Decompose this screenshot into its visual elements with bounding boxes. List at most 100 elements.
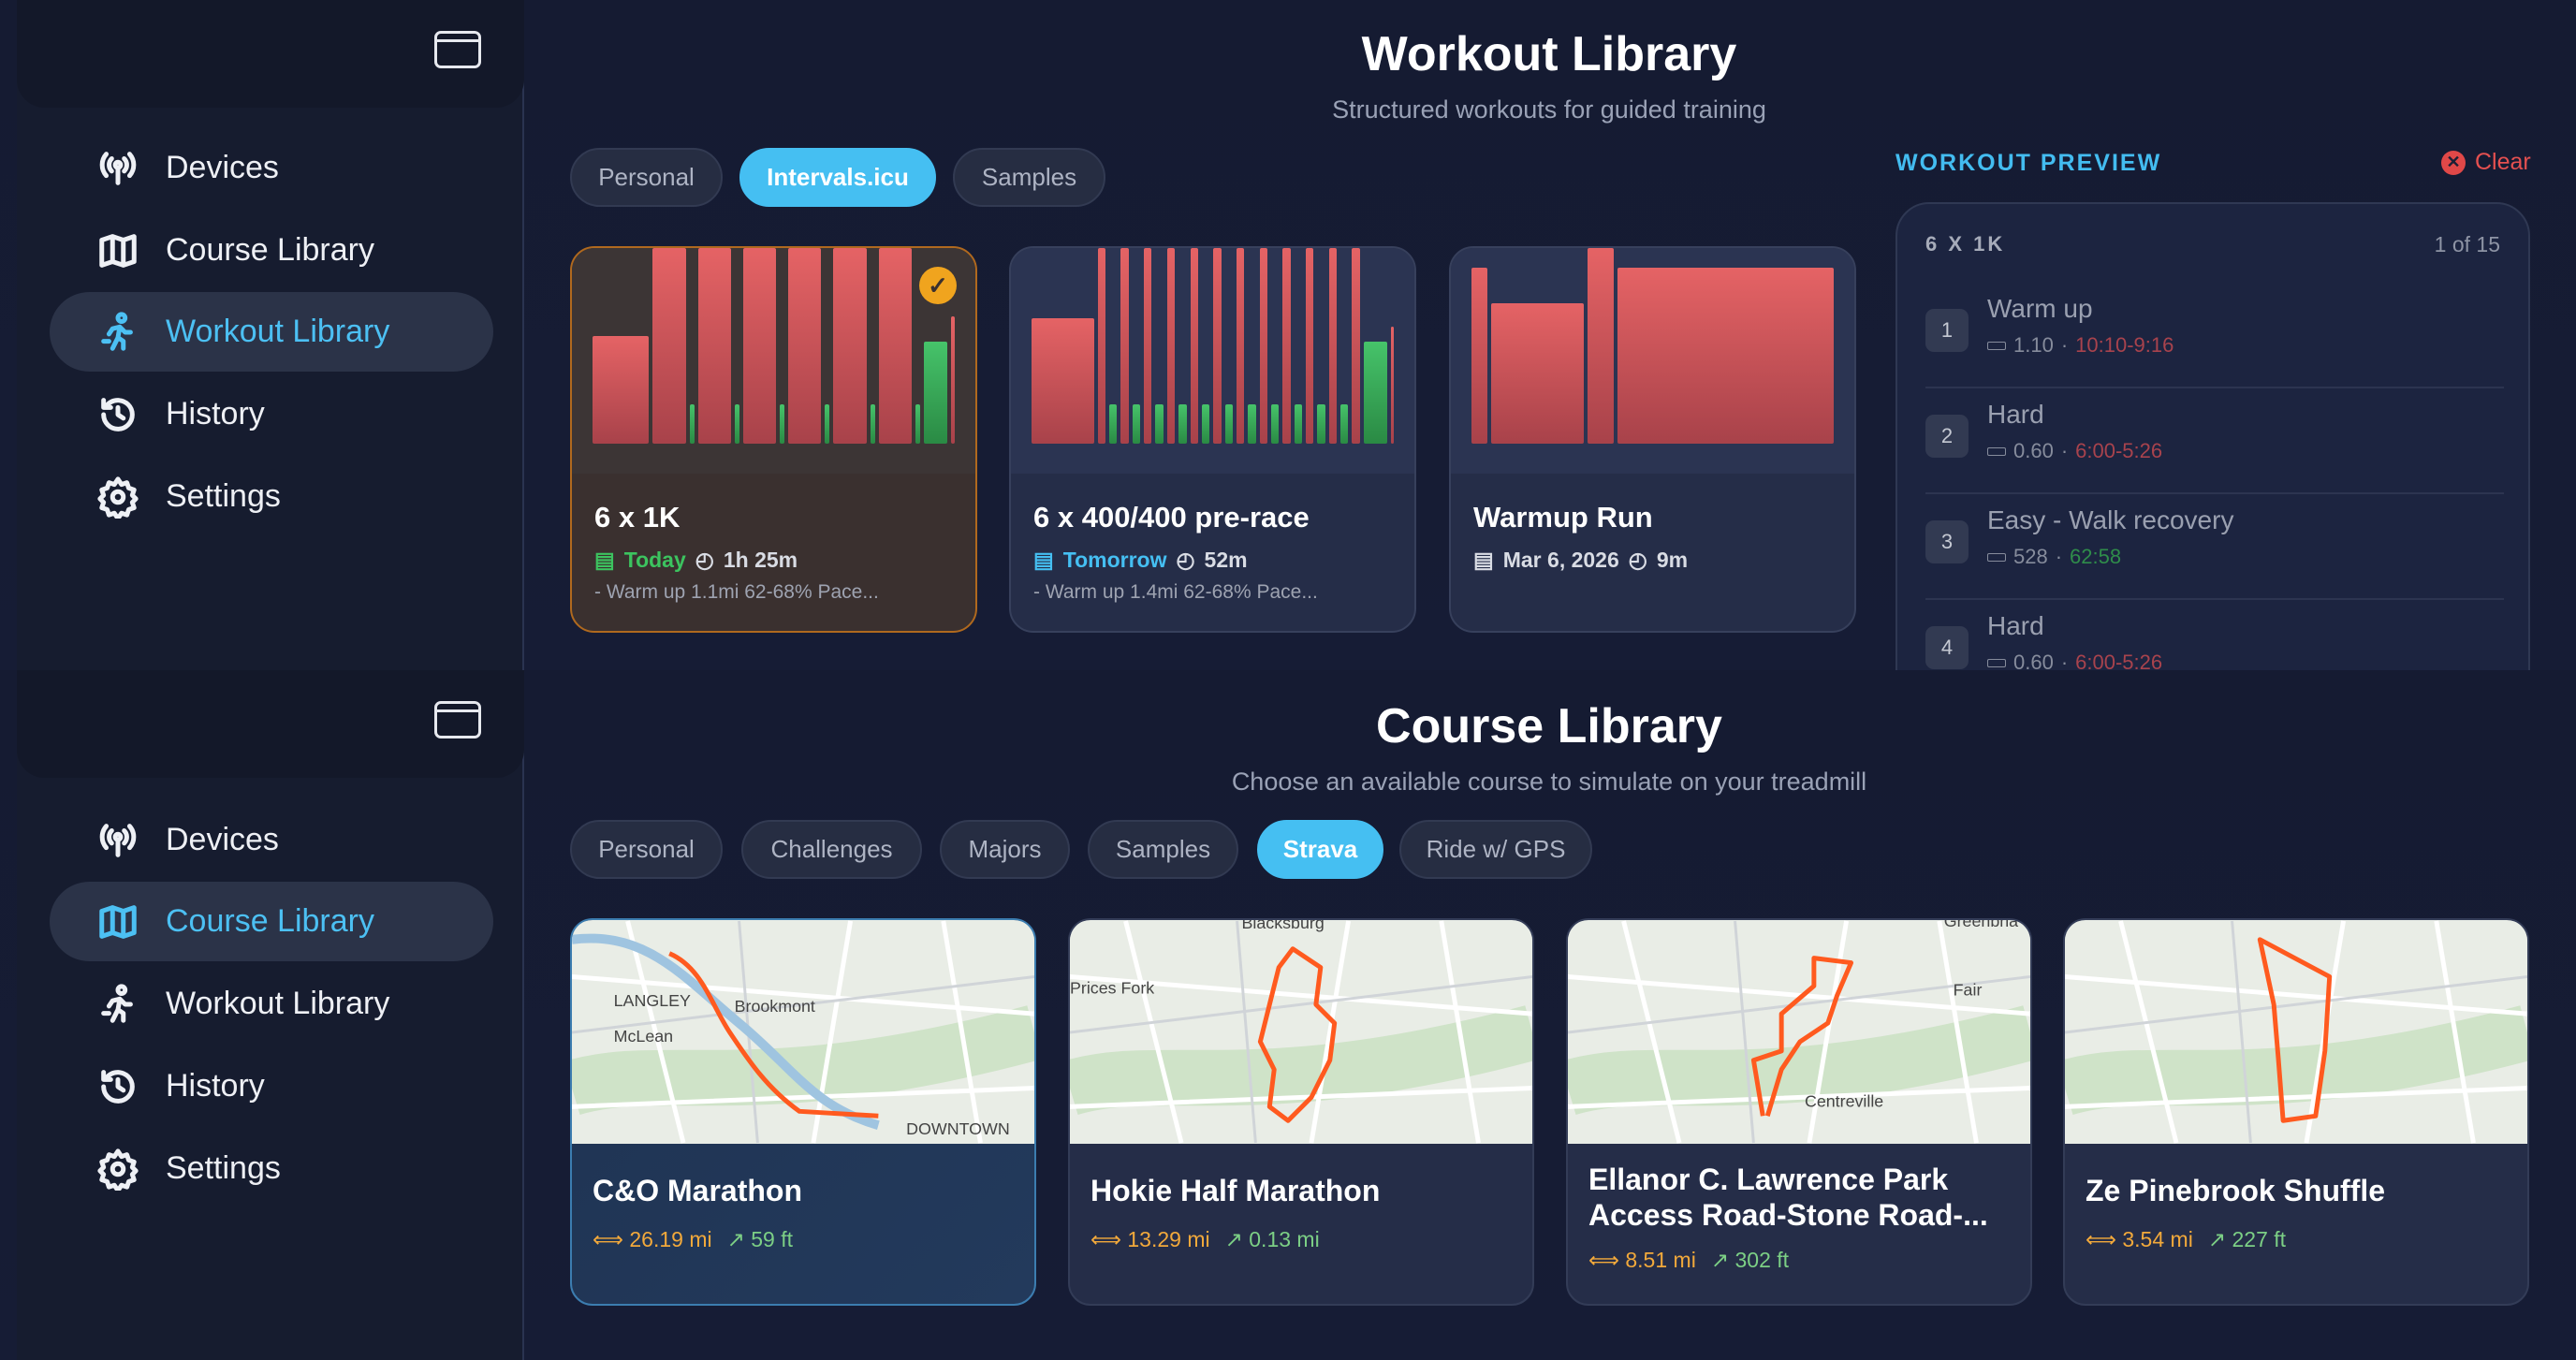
sidebar-item-course-library[interactable]: Course Library	[50, 882, 493, 961]
antenna-icon	[99, 823, 137, 857]
workout-date: Mar 6, 2026	[1502, 548, 1619, 572]
tab-challenges[interactable]: Challenges	[741, 820, 922, 879]
workout-segment-bar	[1587, 248, 1614, 444]
page-title: Course Library	[1376, 699, 1722, 753]
workout-description: - Warm up 1.1mi 62-68% Pace...	[594, 581, 879, 603]
route-map: LANGLEY Brookmont McLean DOWNTOWN	[572, 920, 1034, 1144]
workout-segment-bar	[1166, 248, 1176, 444]
course-elevation: 59 ft	[751, 1227, 794, 1251]
step-number: 1	[1925, 309, 1969, 352]
workout-segment-bar	[1617, 267, 1834, 444]
workout-segment-bar	[697, 248, 731, 444]
tab-personal[interactable]: Personal	[570, 148, 723, 207]
distance-icon: ⟺	[593, 1227, 630, 1251]
sidebar-item-settings[interactable]: Settings	[50, 1129, 493, 1208]
workout-segment-bar	[1390, 326, 1395, 444]
step-distance: 0.60	[2013, 439, 2054, 462]
tab-intervals-icu[interactable]: Intervals.icu	[739, 148, 936, 207]
map-label: LANGLEY	[614, 991, 691, 1010]
clock-icon: ◴	[1176, 548, 1195, 572]
sidebar-item-history[interactable]: History	[50, 1046, 493, 1126]
sidebar-item-workout-library[interactable]: Workout Library	[50, 964, 493, 1044]
step-number: 3	[1925, 520, 1969, 563]
separator-dot: ·	[2060, 333, 2069, 357]
workout-step[interactable]: 3 Easy - Walk recovery 528 · 62:58	[1925, 494, 2504, 600]
workout-segment-bar	[780, 404, 785, 444]
map-label: DOWNTOWN	[906, 1119, 1010, 1138]
course-card[interactable]: Blacksburg Prices Fork Hokie Half Maratho…	[1068, 918, 1534, 1306]
sidebar-item-course-library[interactable]: Course Library	[50, 211, 493, 290]
calendar-icon: ▤	[1033, 548, 1054, 572]
step-name: Hard	[1987, 400, 2044, 429]
workout-title: Warmup Run	[1473, 501, 1653, 534]
workout-segment-bar	[1317, 404, 1325, 444]
workout-title: 6 x 400/400 pre-race	[1033, 501, 1310, 534]
distance-icon: ⟺	[1090, 1227, 1128, 1251]
course-title: Ze Pinebrook Shuffle	[2086, 1174, 2386, 1207]
workout-step[interactable]: 2 Hard 0.60 · 6:00-5:26	[1925, 388, 2504, 494]
route-line	[668, 951, 879, 1119]
map-label: Greenbria	[1944, 920, 2018, 930]
sidebar-item-label: Devices	[166, 822, 279, 857]
workout-duration: 52m	[1204, 548, 1248, 572]
tab-strava[interactable]: Strava	[1257, 820, 1383, 879]
workout-step[interactable]: 4 Hard 0.60 · 6:00-5:26	[1925, 600, 2504, 670]
page-subtitle: Structured workouts for guided training	[1332, 95, 1766, 124]
workout-description: - Warm up 1.4mi 62-68% Pace...	[1033, 581, 1318, 603]
workout-card[interactable]: 6 x 400/400 pre-race ▤ Tomorrow ◴ 52m - War…	[1009, 246, 1416, 633]
sidebar-toggle-icon[interactable]	[434, 31, 481, 68]
tab-samples[interactable]: Samples	[953, 148, 1105, 207]
step-distance: 1.10	[2013, 333, 2054, 357]
workout-segment-bar	[870, 404, 875, 444]
tab-majors[interactable]: Majors	[940, 820, 1070, 879]
workout-segment-bar	[1120, 248, 1129, 444]
workout-date: Today	[623, 548, 686, 572]
workout-segment-bar	[1328, 248, 1337, 444]
course-card[interactable]: Centreville Fair Greenbria Ellanor C. Lawr…	[1566, 918, 2032, 1306]
clock-icon: ◴	[1628, 548, 1647, 572]
workout-card[interactable]: Warmup Run ▤ Mar 6, 2026 ◴ 9m	[1449, 246, 1856, 633]
workout-step[interactable]: 1 Warm up 1.10 · 10:10-9:16	[1925, 283, 2504, 388]
course-title: C&O Marathon	[593, 1174, 802, 1207]
sidebar-item-workout-library[interactable]: Workout Library	[50, 292, 493, 372]
history-icon	[101, 397, 135, 431]
sidebar-item-devices[interactable]: Devices	[50, 128, 493, 208]
workout-segment-bar	[1352, 248, 1360, 444]
workout-segment-bar	[1282, 248, 1291, 444]
sidebar-item-settings[interactable]: Settings	[50, 457, 493, 536]
runner-icon	[101, 311, 133, 351]
elevation-icon: ↗	[1224, 1227, 1250, 1251]
sidebar-header	[17, 670, 524, 778]
gear-icon	[97, 1148, 139, 1191]
map-icon	[99, 904, 137, 939]
workout-segment-bar	[1248, 404, 1256, 444]
sidebar: Devices Course Library Workout Library H…	[17, 0, 524, 670]
workout-segment-bar	[1109, 404, 1118, 444]
ruler-icon	[1987, 341, 2006, 350]
page-title: Workout Library	[1361, 27, 1737, 81]
map-label: Fair	[1954, 980, 1983, 999]
sidebar-item-history[interactable]: History	[50, 374, 493, 454]
workout-segment-bar	[689, 404, 695, 444]
clear-button[interactable]: ✕ Clear	[2441, 149, 2531, 176]
sidebar-item-devices[interactable]: Devices	[50, 800, 493, 880]
workout-segment-bar	[1201, 404, 1210, 444]
step-name: Warm up	[1987, 294, 2093, 323]
workout-segment-bar	[788, 248, 822, 444]
workout-date: Tomorrow	[1062, 548, 1167, 572]
workout-segment-bar	[1178, 404, 1187, 444]
sidebar-toggle-icon[interactable]	[434, 701, 481, 738]
step-pace: 62:58	[2070, 545, 2122, 568]
sidebar-item-label: History	[166, 396, 265, 431]
distance-icon: ⟺	[1588, 1248, 1626, 1272]
course-card[interactable]: LANGLEY Brookmont McLean DOWNTOWN C&O Marat…	[570, 918, 1036, 1306]
elevation-icon: ↗	[1710, 1248, 1735, 1272]
course-card[interactable]: Ze Pinebrook Shuffle ⟺ 3.54 mi ↗ 227 ft	[2063, 918, 2529, 1306]
map-label: Brookmont	[735, 997, 815, 1016]
tab-ride-with-gps[interactable]: Ride w/ GPS	[1399, 820, 1592, 879]
workout-card[interactable]: ✓ 6 x 1K ▤ Today ◴ 1h 25m - Warm up 1.1mi 6…	[570, 246, 977, 633]
tab-samples[interactable]: Samples	[1088, 820, 1238, 879]
tab-personal[interactable]: Personal	[570, 820, 723, 879]
course-map: Blacksburg Prices Fork	[1070, 920, 1532, 1144]
workout-segment-bar	[742, 248, 777, 444]
